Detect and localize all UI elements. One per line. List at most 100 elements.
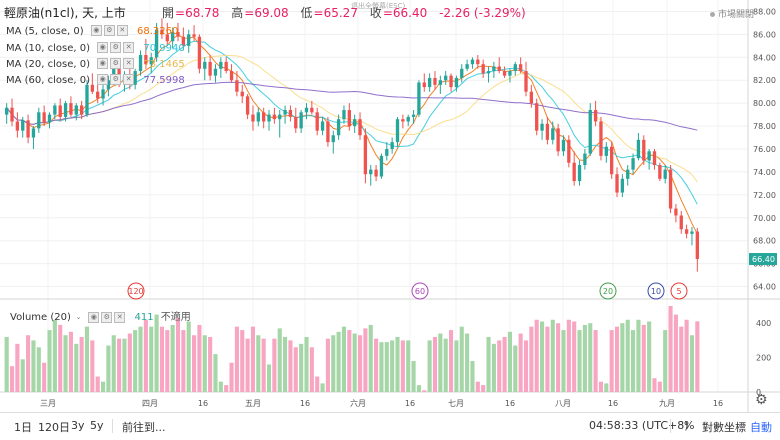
period-marker-circle <box>670 282 688 300</box>
ma-60-line <box>6 81 698 131</box>
range-120d-button[interactable]: 120日 <box>38 421 70 434</box>
indicator-ma60[interactable]: MA (60, close, 0) ◉ ⚙ ✕ 77.5998 <box>6 73 185 87</box>
volume-bar <box>315 376 320 392</box>
eye-icon[interactable]: ◉ <box>97 41 109 53</box>
volume-bar <box>100 381 106 392</box>
symbol-title[interactable]: 輕原油(n1cl), 天, 上市 <box>4 6 126 20</box>
volume-bar <box>9 366 15 392</box>
volume-bar <box>181 330 186 392</box>
candle-body <box>37 112 41 129</box>
candle-body <box>604 146 608 156</box>
candle-body <box>342 110 346 120</box>
volume-bar <box>647 321 652 392</box>
price-tick-label: 86.00 <box>753 30 776 39</box>
candle-body <box>251 114 255 122</box>
settings-icon[interactable]: ⚙ <box>110 73 122 85</box>
goto-date-button[interactable]: 前往到... <box>122 421 166 434</box>
candle-body <box>411 114 416 117</box>
price-tick-label: 68.00 <box>753 237 776 246</box>
close-icon[interactable]: ✕ <box>114 311 126 323</box>
volume-bar <box>475 381 480 392</box>
clock-readout[interactable]: 04:58:33 (UTC+8) <box>589 419 689 432</box>
eye-icon[interactable]: ◉ <box>90 24 102 36</box>
percent-toggle[interactable]: % <box>684 419 695 432</box>
volume-bar <box>518 333 523 392</box>
close-label: 收 <box>369 6 382 20</box>
candle-body <box>535 103 539 131</box>
close-icon[interactable]: ✕ <box>123 57 135 69</box>
candle-body <box>197 36 202 69</box>
candle-body <box>379 155 384 177</box>
settings-icon[interactable]: ⚙ <box>110 41 122 53</box>
candle-body <box>390 142 394 149</box>
volume-legend[interactable]: Volume (20) ⌄ ◉ ⚙ ✕ 411 不適用 <box>10 308 191 323</box>
candle-body <box>272 114 277 120</box>
volume-bar <box>106 345 111 392</box>
volume-bar <box>4 336 9 392</box>
candle-body <box>283 110 287 115</box>
range-1d-button[interactable]: 1日 <box>14 421 32 434</box>
range-3y-button[interactable]: 3y <box>71 419 85 432</box>
price-tick-label: 80.00 <box>753 99 776 108</box>
indicator-ma5[interactable]: MA (5, close, 0) ◉ ⚙ ✕ 68.3260 <box>6 24 178 38</box>
volume-bar <box>224 385 229 392</box>
candle-body <box>540 123 544 131</box>
auto-scale-toggle[interactable]: 自動 <box>750 421 772 434</box>
volume-bar <box>245 338 250 392</box>
candle-body <box>588 110 592 154</box>
period-marker-label: 5 <box>676 287 681 296</box>
volume-bar <box>497 340 502 392</box>
candle-body <box>401 119 405 122</box>
candle-body <box>149 57 153 65</box>
volume-bar <box>127 333 132 392</box>
eye-icon[interactable]: ◉ <box>97 73 109 85</box>
volume-bar <box>250 326 256 392</box>
period-marker-circle <box>127 282 145 300</box>
gear-icon[interactable]: ⚙ <box>755 392 768 408</box>
indicator-ma10[interactable]: MA (10, close, 0) ◉ ⚙ ✕ 70.9940 <box>6 41 185 55</box>
exit-fullscreen-hint[interactable]: 退出全螢幕(ESC) <box>351 2 406 10</box>
close-icon[interactable]: ✕ <box>123 41 135 53</box>
range-5y-button[interactable]: 5y <box>90 419 104 432</box>
volume-bar <box>379 342 384 392</box>
candle-body <box>304 107 309 113</box>
candle-body <box>85 84 89 115</box>
settings-icon[interactable]: ⚙ <box>110 57 122 69</box>
close-icon[interactable]: ✕ <box>123 73 135 85</box>
indicator-ma20[interactable]: MA (20, close, 0) ◉ ⚙ ✕ 73.1465 <box>6 57 185 71</box>
indicator-value: 73.1465 <box>143 59 185 70</box>
candle-body <box>299 112 303 129</box>
candle-body <box>187 34 191 46</box>
candle-body <box>652 151 657 166</box>
chevron-down-icon[interactable]: ⌄ <box>75 312 82 321</box>
settings-icon[interactable]: ⚙ <box>103 24 115 36</box>
candle-body <box>53 105 57 115</box>
eye-icon[interactable]: ◉ <box>88 311 100 323</box>
eye-icon[interactable]: ◉ <box>97 57 109 69</box>
divider <box>112 419 113 433</box>
volume-bar <box>411 361 416 392</box>
volume-bar <box>347 330 352 392</box>
candle-body <box>256 112 260 122</box>
candle-body <box>497 66 501 72</box>
close-icon[interactable]: ✕ <box>116 24 128 36</box>
settings-icon[interactable]: ⚙ <box>101 311 113 323</box>
price-chart[interactable]: 88.00 86.00 84.00 82.00 80.00 78.00 76.00 74.00… <box>0 0 780 412</box>
volume-bar <box>31 340 36 392</box>
volume-bar <box>229 362 234 392</box>
volume-bar <box>652 378 657 392</box>
candle-body <box>395 119 400 143</box>
price-tick-label: 72.00 <box>753 191 776 200</box>
log-scale-toggle[interactable]: 對數坐標 <box>702 421 746 434</box>
volume-bar <box>545 326 550 392</box>
volume-bar <box>26 335 31 392</box>
candle-body <box>154 29 159 58</box>
volume-bar <box>20 359 25 392</box>
volume-bar <box>657 381 662 392</box>
time-tick-label: 16 <box>198 399 208 408</box>
volume-bar <box>341 326 347 392</box>
volume-note: 不適用 <box>160 312 191 323</box>
period-marker-label: 120 <box>128 287 143 296</box>
period-marker-circle <box>599 282 617 300</box>
volume-bar <box>154 314 159 392</box>
